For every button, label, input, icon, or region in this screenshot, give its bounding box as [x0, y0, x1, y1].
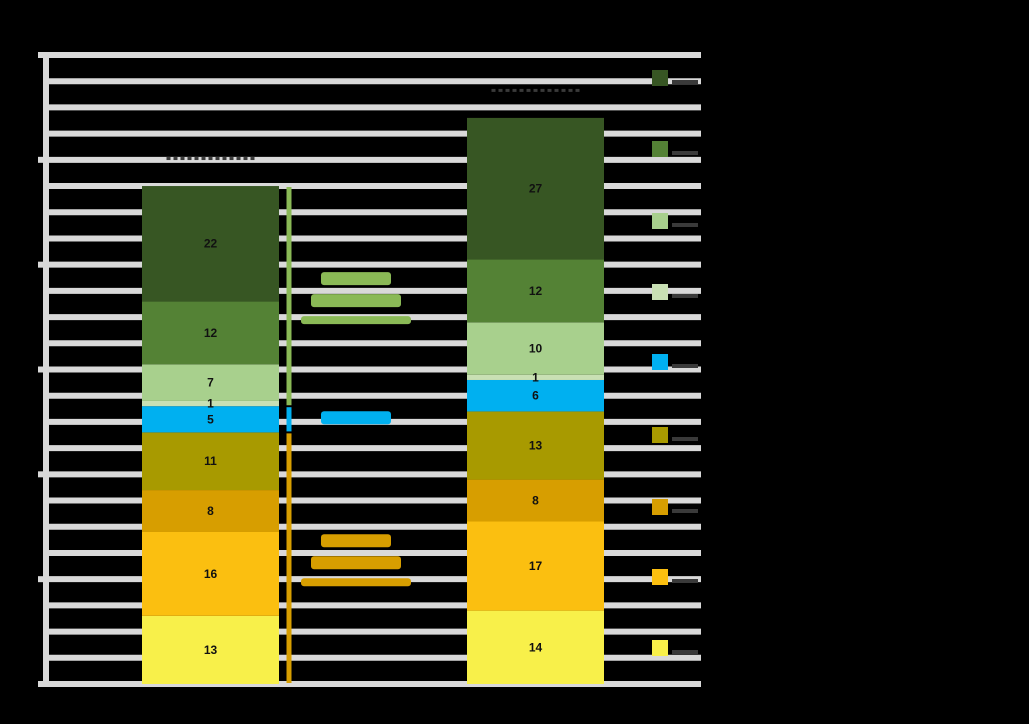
bar-segment [467, 259, 604, 323]
bar-total-label-mark [173, 157, 178, 161]
bar-data-label: 1 [532, 370, 539, 384]
bar-total-label-mark [547, 88, 552, 92]
bar-total-label-mark [180, 157, 185, 161]
legend-swatch [652, 141, 668, 157]
group-label-mark [321, 411, 391, 425]
bar-segment [142, 490, 279, 532]
bar-data-label: 5 [207, 412, 214, 426]
bar-segment [467, 479, 604, 522]
bar-data-label: 13 [204, 643, 218, 657]
y-axis [38, 52, 49, 687]
bar-data-label: 22 [204, 237, 218, 251]
bar-total-label-mark [505, 88, 510, 92]
legend-label-mark [672, 151, 698, 155]
group-label-mark [301, 316, 411, 325]
bar-segment [142, 432, 279, 491]
group-label-mark [311, 294, 401, 308]
bar-total-label-mark [561, 88, 566, 92]
bar-total-label-mark [222, 157, 227, 161]
group-label-mark [321, 272, 391, 286]
bar-segment [467, 610, 604, 684]
legend [652, 70, 698, 656]
bar-total-label-mark [568, 88, 573, 92]
bar-data-label: 12 [529, 284, 543, 298]
bar-segment [467, 322, 604, 375]
bar-data-label: 17 [529, 559, 543, 573]
bar-segment [142, 406, 279, 433]
bar-data-label: 7 [207, 376, 214, 390]
bar-data-label: 10 [529, 342, 543, 356]
legend-swatch [652, 354, 668, 370]
bar-total-label-mark [498, 88, 503, 92]
bar-data-label: 11 [204, 454, 217, 468]
legend-label-mark [672, 80, 698, 84]
bar-segment [142, 186, 279, 302]
bar-total-label-mark [533, 88, 538, 92]
bar-total-label-mark [215, 157, 220, 161]
bar-total-label-mark [243, 157, 248, 161]
bar-total-label-mark [554, 88, 559, 92]
bar-total-label-mark [166, 157, 171, 161]
legend-label-mark [672, 294, 698, 298]
group-label-mark [301, 578, 411, 587]
legend-swatch [652, 569, 668, 585]
bar-total-label-mark [187, 157, 192, 161]
bar-data-label: 6 [532, 389, 539, 403]
legend-swatch [652, 213, 668, 229]
bar-segment [467, 374, 604, 380]
legend-label-mark [672, 437, 698, 441]
legend-label-mark [672, 223, 698, 227]
bar-data-label: 12 [204, 326, 218, 340]
legend-swatch [652, 427, 668, 443]
bar-segment [467, 117, 604, 260]
bar-segment [467, 521, 604, 611]
group-label-mark [321, 534, 391, 548]
bar-data-label: 14 [529, 640, 543, 654]
bar-total-label-mark [491, 88, 496, 92]
bar-data-label: 13 [529, 439, 543, 453]
bar-segment [142, 615, 279, 684]
bar-data-label: 8 [532, 494, 539, 508]
bar-segment [142, 364, 279, 401]
bar-data-label: 16 [204, 567, 218, 581]
legend-label-mark [672, 579, 698, 583]
legend-label-mark [672, 509, 698, 513]
bar-total-label-mark [575, 88, 580, 92]
bar-total-label-mark [201, 157, 206, 161]
bar-segment [142, 301, 279, 365]
bar-total-label-mark [194, 157, 199, 161]
bar-total-label-mark [236, 157, 241, 161]
bar-segment [142, 400, 279, 407]
legend-swatch [652, 499, 668, 515]
group-label-mark [311, 556, 401, 570]
bar-total-label-mark [512, 88, 517, 92]
bar-total-label-mark [208, 157, 213, 161]
legend-label-mark [672, 364, 698, 368]
group-brackets [286, 187, 411, 683]
bar-data-label: 27 [529, 182, 543, 196]
bar-total-label-mark [540, 88, 545, 92]
bar-segment [142, 531, 279, 616]
bar-total-label-mark [229, 157, 234, 161]
bar-data-label: 1 [207, 397, 214, 411]
legend-swatch [652, 70, 668, 86]
legend-swatch [652, 284, 668, 300]
bar-data-label: 8 [207, 504, 214, 518]
bar-total-label-mark [519, 88, 524, 92]
legend-label-mark [672, 650, 698, 654]
bar-total-label-mark [250, 157, 255, 161]
bars [142, 117, 604, 684]
bar-segment [467, 411, 604, 480]
legend-swatch [652, 640, 668, 656]
bar-total-label-mark [526, 88, 531, 92]
bar-segment [467, 379, 604, 412]
